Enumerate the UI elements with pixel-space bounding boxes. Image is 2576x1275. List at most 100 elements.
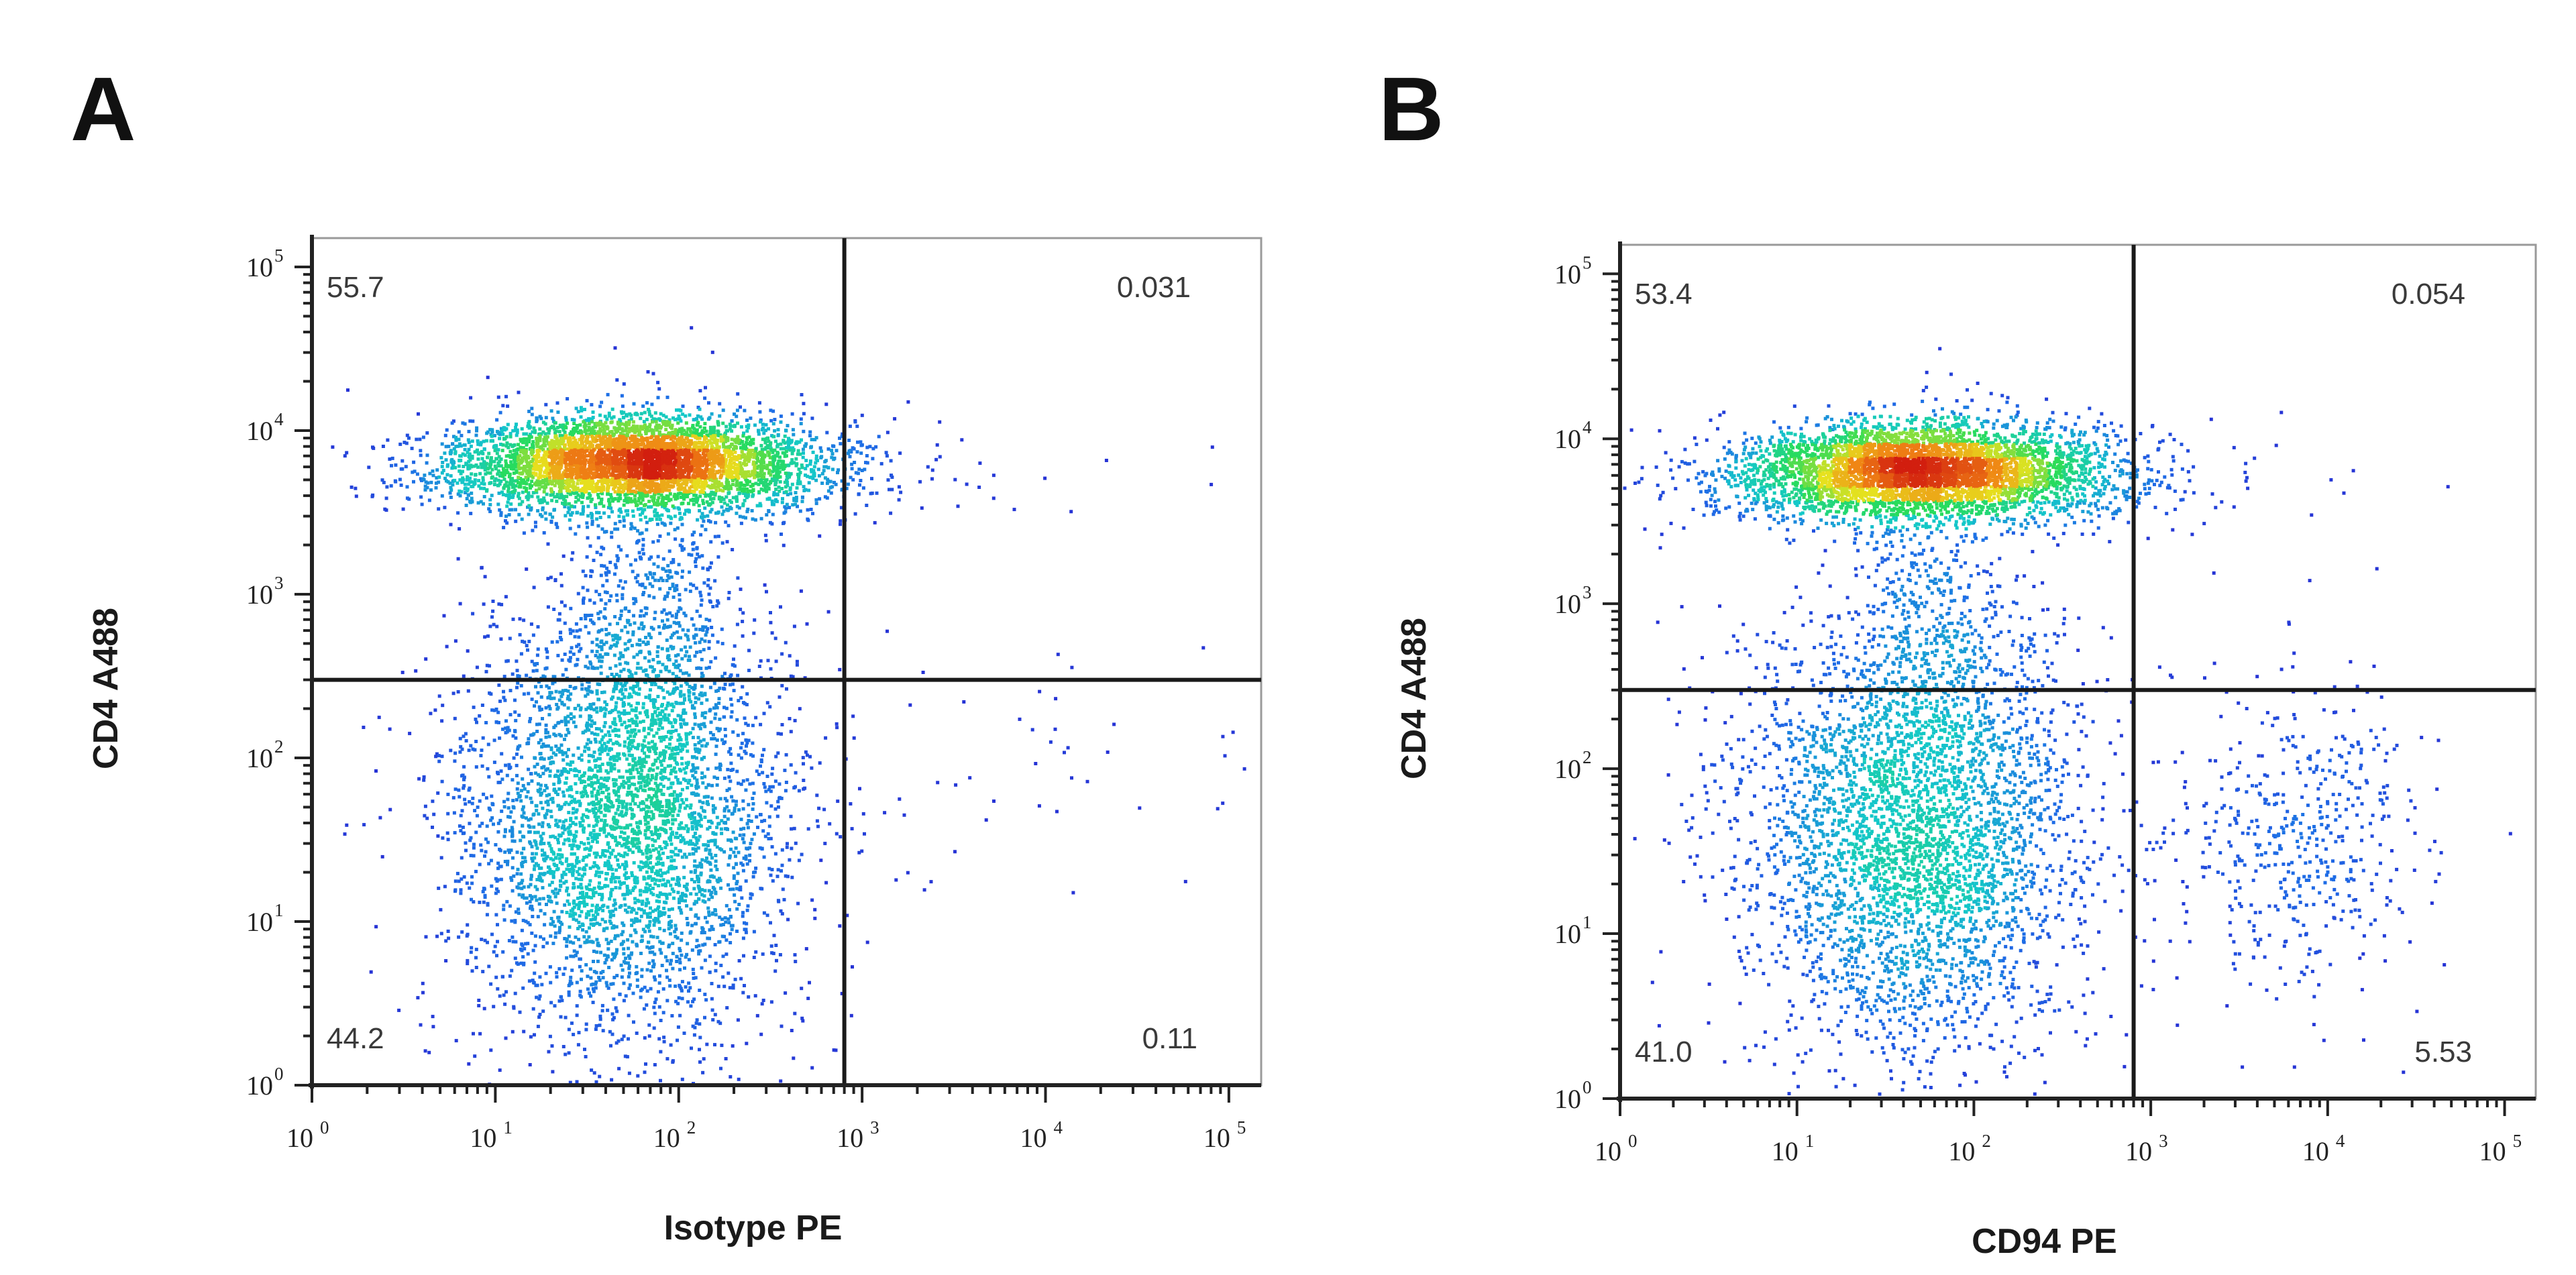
event-dot [771, 767, 775, 771]
event-dot [598, 659, 602, 663]
event-dot [744, 738, 748, 742]
event-dot [663, 594, 667, 598]
event-dot [554, 744, 558, 749]
event-dot [718, 877, 721, 881]
event-dot [599, 598, 603, 602]
event-dot [471, 419, 475, 423]
event-dot [606, 569, 610, 573]
event-dot [469, 950, 473, 954]
event-dot [401, 507, 405, 511]
event-dot [469, 744, 473, 748]
event-dot [553, 924, 557, 928]
event-dot [889, 459, 893, 463]
event-dot [533, 856, 537, 860]
event-dot [898, 797, 902, 801]
event-dot [745, 922, 749, 926]
event-dot [611, 848, 615, 852]
event-dot [660, 521, 664, 525]
event-dot [574, 830, 578, 834]
event-dot [501, 950, 505, 954]
event-dot [822, 469, 826, 473]
event-dot [612, 689, 616, 694]
event-dot [407, 436, 411, 440]
event-dot [845, 913, 849, 918]
event-dot [709, 868, 713, 872]
event-dot [506, 659, 510, 663]
event-dot [556, 852, 560, 856]
event-dot [521, 639, 525, 643]
event-dot [548, 965, 552, 969]
event-dot [808, 462, 812, 466]
event-dot [675, 831, 679, 835]
event-dot [449, 450, 453, 454]
event-dot [489, 692, 493, 696]
event-dot [662, 928, 666, 932]
event-dot [598, 855, 602, 858]
event-dot [496, 923, 499, 927]
event-dot [679, 694, 683, 698]
event-dot [744, 788, 748, 792]
event-dot [609, 769, 613, 773]
event-dot [732, 657, 735, 661]
event-dot [402, 441, 407, 445]
event-dot [676, 795, 680, 799]
event-dot [574, 822, 578, 826]
event-dot [604, 703, 608, 706]
event-dot [648, 582, 652, 586]
event-dot [724, 520, 728, 524]
event-dot [637, 551, 641, 555]
event-dot [553, 931, 557, 935]
event-dot [708, 599, 712, 603]
event-dot [498, 865, 502, 869]
event-dot [425, 816, 429, 820]
event-dot [702, 894, 706, 898]
event-dot [436, 834, 440, 838]
event-dot [679, 718, 683, 722]
event-dot [509, 810, 513, 814]
event-dot [564, 418, 568, 422]
event-dot [656, 396, 660, 400]
event-dot [552, 909, 556, 913]
event-dot [703, 691, 707, 696]
event-dot [706, 860, 710, 864]
event-dot [692, 834, 696, 838]
event-dot [444, 959, 448, 962]
event-dot [511, 935, 515, 939]
event-dot [587, 991, 591, 995]
event-dot [453, 639, 458, 643]
event-dot [596, 781, 600, 784]
event-dot [823, 476, 827, 480]
event-dot [688, 806, 692, 810]
event-dot [628, 670, 632, 674]
event-dot [545, 793, 549, 797]
event-dot [600, 563, 604, 567]
event-dot [560, 909, 564, 913]
event-dot [482, 495, 486, 498]
event-dot [745, 744, 748, 748]
event-dot [610, 673, 614, 676]
event-dot [566, 689, 570, 693]
event-dot [767, 837, 771, 840]
event-dot [567, 748, 570, 752]
event-dot [639, 860, 643, 864]
event-dot [692, 584, 696, 588]
event-dot [653, 510, 657, 514]
event-dot [654, 514, 658, 518]
event-dot [443, 433, 447, 437]
event-dot [498, 736, 502, 740]
event-dot [696, 916, 700, 920]
event-dot [572, 1032, 576, 1036]
event-dot [557, 779, 561, 783]
event-dot [658, 974, 661, 978]
event-dot [578, 649, 582, 653]
event-dot [693, 654, 697, 658]
event-dot [714, 854, 718, 857]
event-dot [578, 964, 582, 968]
event-dot [701, 781, 705, 785]
event-dot [796, 901, 800, 905]
event-dot [462, 775, 466, 779]
event-dot [627, 749, 631, 753]
event-dot [539, 738, 543, 742]
event-dot [508, 829, 512, 833]
event-dot [695, 778, 699, 782]
